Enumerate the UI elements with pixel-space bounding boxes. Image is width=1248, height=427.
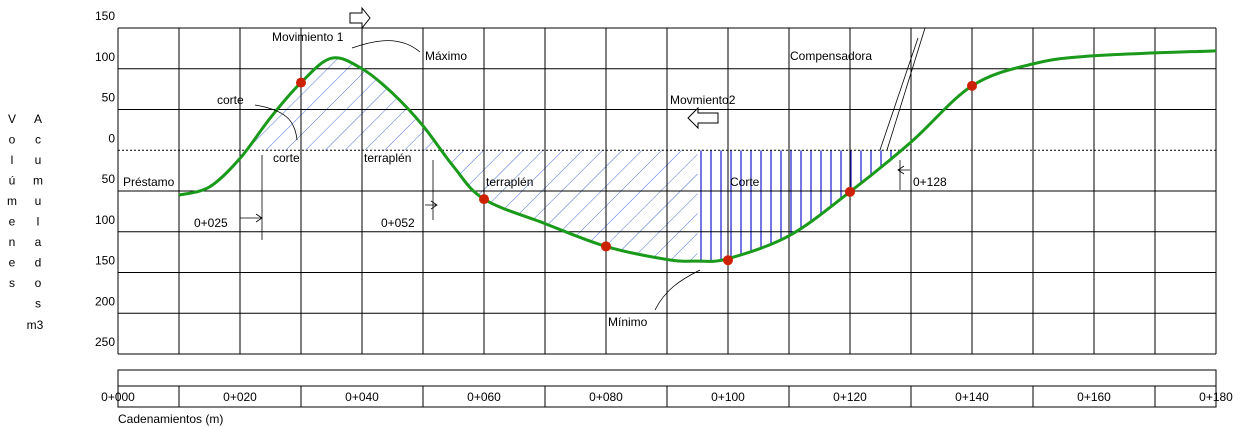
- x-tick-label: 0+020: [223, 390, 257, 404]
- y-tick-label: 0: [108, 131, 115, 145]
- x-tick-label: 0+000: [101, 390, 135, 404]
- annotation: corte: [217, 93, 244, 107]
- y-tick-label: 200: [95, 294, 115, 308]
- annotation: corte: [273, 151, 300, 165]
- annotation: Mínimo: [608, 315, 648, 329]
- annotation: Máximo: [425, 49, 467, 63]
- annotation: 0+052: [381, 216, 415, 230]
- y-tick-label: 50: [102, 172, 116, 186]
- x-tick-label: 0+080: [589, 390, 623, 404]
- x-tick-label: 0+040: [345, 390, 379, 404]
- axis-strip: [117, 369, 1217, 387]
- annotation: Compensadora: [790, 49, 872, 63]
- x-tick-label: 0+140: [955, 390, 989, 404]
- y-tick-label: 250: [95, 335, 115, 349]
- leader: [240, 213, 263, 223]
- axis-strip: [117, 385, 1217, 408]
- leader: [425, 200, 438, 210]
- y-tick-label: 50: [102, 91, 116, 105]
- y-label-text: m3: [27, 318, 44, 332]
- point: [296, 77, 306, 88]
- arrow-icon: [687, 106, 719, 130]
- x-tick-label: 0+120: [833, 390, 867, 404]
- y-tick-label: 150: [95, 254, 115, 268]
- leader: [886, 27, 926, 151]
- point: [479, 194, 489, 205]
- leader: [879, 37, 919, 151]
- annotation: 0+128: [913, 175, 947, 189]
- point: [601, 241, 611, 252]
- point: [845, 186, 855, 197]
- annotation: terraplén: [486, 175, 533, 189]
- x-tick-label: 0+060: [467, 390, 501, 404]
- x-tick-label: 0+180: [1199, 390, 1233, 404]
- arrow-icon: [349, 6, 371, 30]
- y-tick-label: 100: [95, 50, 115, 64]
- leader: [654, 269, 701, 311]
- annotation: 0+025: [194, 216, 228, 230]
- x-tick-label: 0+160: [1077, 390, 1111, 404]
- annotation: Movimiento 1: [272, 30, 344, 44]
- annotation: terraplén: [364, 151, 411, 165]
- annotation: Movmiento2: [670, 93, 736, 107]
- leader: [351, 40, 421, 53]
- x-axis-title: Cadenamientos (m): [118, 412, 223, 426]
- annotation: Préstamo: [123, 175, 175, 189]
- point: [723, 255, 733, 266]
- y-tick-label: 150: [95, 9, 115, 23]
- leader: [254, 104, 298, 141]
- y-tick-label: 100: [95, 213, 115, 227]
- point: [967, 80, 977, 91]
- x-tick-label: 0+100: [711, 390, 745, 404]
- annotation: Corte: [730, 175, 760, 189]
